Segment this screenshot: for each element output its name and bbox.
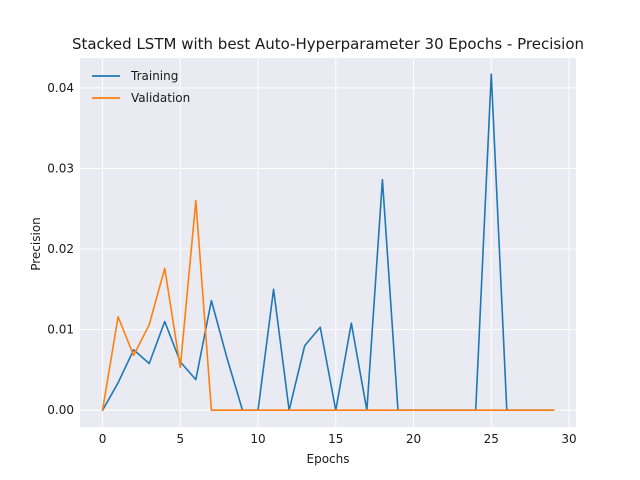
legend-label-validation: Validation [131, 91, 190, 105]
y-tick-label: 0.00 [47, 403, 74, 417]
x-tick-label: 15 [328, 432, 343, 446]
y-tick-label: 0.03 [47, 161, 74, 175]
chart-title: Stacked LSTM with best Auto-Hyperparamet… [72, 35, 584, 53]
x-tick-label: 30 [561, 432, 576, 446]
x-axis-ticks: 0 5 10 15 20 25 30 [99, 432, 577, 446]
y-tick-label: 0.01 [47, 323, 74, 337]
x-tick-label: 10 [250, 432, 265, 446]
series-line-validation [101, 199, 555, 412]
y-axis-label: Precision [29, 217, 43, 271]
x-tick-label: 25 [484, 432, 499, 446]
x-tick-label: 5 [176, 432, 184, 446]
x-tick-label: 0 [99, 432, 107, 446]
series-layer [101, 73, 555, 412]
legend-label-training: Training [130, 69, 178, 83]
x-axis-label: Epochs [307, 452, 350, 466]
legend: Training Validation [92, 69, 190, 105]
y-axis-ticks: 0.00 0.01 0.02 0.03 0.04 [47, 81, 74, 417]
x-tick-label: 20 [406, 432, 421, 446]
y-tick-label: 0.04 [47, 81, 74, 95]
y-tick-label: 0.02 [47, 242, 74, 256]
